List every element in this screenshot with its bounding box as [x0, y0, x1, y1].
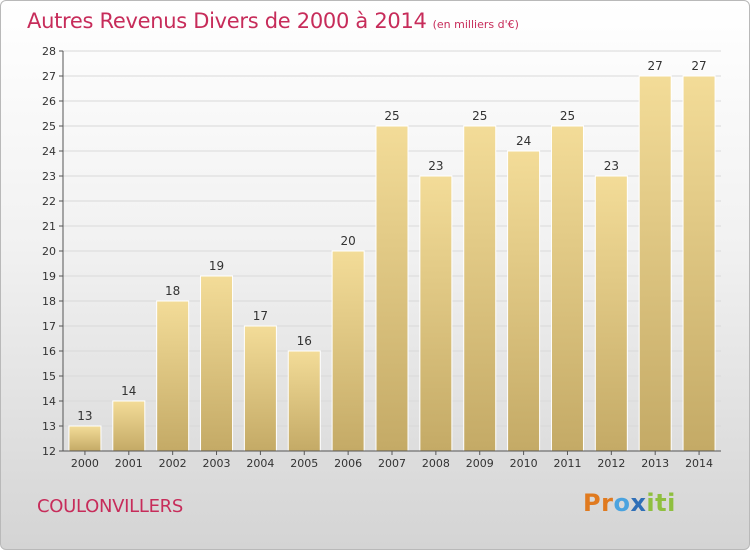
data-label: 27	[691, 59, 706, 73]
y-tick-label: 15	[42, 370, 56, 383]
x-tick-label: 2002	[159, 457, 187, 470]
y-tick-label: 19	[42, 270, 56, 283]
logo-letter: P	[583, 489, 602, 517]
logo-letter: x	[630, 489, 647, 517]
y-tick-label: 20	[42, 245, 56, 258]
title-row: Autres Revenus Divers de 2000 à 2014 (en …	[27, 9, 519, 33]
chart-subtitle: (en milliers d'€)	[432, 18, 519, 31]
x-tick-label: 2006	[334, 457, 362, 470]
bar	[507, 150, 541, 452]
data-label: 24	[516, 134, 531, 148]
logo-letter: o	[613, 489, 631, 517]
bar	[112, 400, 146, 452]
y-tick-label: 16	[42, 345, 56, 358]
bar	[463, 125, 497, 452]
y-tick-label: 28	[42, 45, 56, 58]
logo-letter: r	[601, 489, 614, 517]
y-tick-label: 17	[42, 320, 56, 333]
data-label: 25	[560, 109, 575, 123]
y-tick-label: 21	[42, 220, 56, 233]
bar	[331, 250, 365, 452]
bars	[68, 75, 716, 452]
logo-letter: t	[655, 489, 668, 517]
data-label: 14	[121, 384, 136, 398]
bar	[682, 75, 716, 452]
x-tick-label: 2011	[553, 457, 581, 470]
y-tick-label: 22	[42, 195, 56, 208]
proxiti-logo: Proxiti	[583, 489, 676, 517]
bar	[550, 125, 584, 452]
y-axis: 12 13 14 15 16 17 18 19 20 21 22 23 24 25 26 27 28	[42, 45, 64, 458]
bar	[156, 300, 190, 452]
data-label: 25	[472, 109, 487, 123]
y-tick-label: 25	[42, 120, 56, 133]
logo-letter: i	[667, 489, 676, 517]
x-tick-label: 2005	[290, 457, 318, 470]
y-tick-label: 18	[42, 295, 56, 308]
data-label: 13	[77, 409, 92, 423]
x-tick-label: 2013	[641, 457, 669, 470]
x-tick-label: 2014	[685, 457, 713, 470]
data-label: 23	[428, 159, 443, 173]
bar	[243, 325, 277, 452]
bar	[200, 275, 234, 452]
x-tick-label: 2008	[422, 457, 450, 470]
data-label: 23	[604, 159, 619, 173]
bar	[375, 125, 409, 452]
x-axis: 2000 2001 2002 2003 2004 2005 2006 2007 2008 2009…	[63, 450, 721, 470]
y-tick-label: 12	[42, 445, 56, 458]
data-label: 19	[209, 259, 224, 273]
bar	[594, 175, 628, 452]
x-tick-label: 2004	[246, 457, 274, 470]
x-tick-label: 2010	[510, 457, 538, 470]
y-tick-label: 13	[42, 420, 56, 433]
bar	[419, 175, 453, 452]
y-tick-label: 14	[42, 395, 56, 408]
bar	[638, 75, 672, 452]
x-tick-label: 2012	[597, 457, 625, 470]
data-labels: 13 14 18 19 17 16 20 25 23 25 24 25 23 27 27	[77, 59, 706, 423]
bar	[287, 350, 321, 452]
data-label: 27	[648, 59, 663, 73]
y-tick-label: 26	[42, 95, 56, 108]
data-label: 16	[297, 334, 312, 348]
x-tick-label: 2003	[203, 457, 231, 470]
logo-letter: i	[646, 489, 656, 517]
data-label: 20	[340, 234, 355, 248]
data-label: 18	[165, 284, 180, 298]
data-label: 25	[384, 109, 399, 123]
y-tick-label: 27	[42, 70, 56, 83]
data-label: 17	[253, 309, 268, 323]
x-tick-label: 2007	[378, 457, 406, 470]
y-tick-label: 24	[42, 145, 56, 158]
y-tick-label: 23	[42, 170, 56, 183]
x-tick-label: 2009	[466, 457, 494, 470]
x-tick-label: 2000	[71, 457, 99, 470]
chart-title: Autres Revenus Divers de 2000 à 2014	[27, 9, 427, 33]
bar	[68, 425, 102, 452]
x-tick-label: 2001	[115, 457, 143, 470]
place-name: COULONVILLERS	[37, 496, 184, 517]
